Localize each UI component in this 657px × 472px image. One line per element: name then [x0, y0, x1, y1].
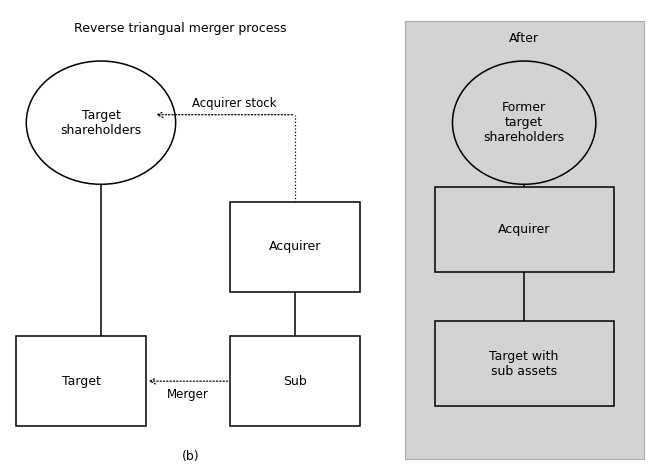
Text: Target
shareholders: Target shareholders: [60, 109, 141, 137]
Text: Acquirer: Acquirer: [269, 240, 321, 253]
Text: Acquirer stock: Acquirer stock: [192, 97, 277, 110]
Text: Acquirer: Acquirer: [498, 223, 551, 236]
Ellipse shape: [26, 61, 175, 184]
Text: Reverse triangual merger process: Reverse triangual merger process: [74, 22, 287, 35]
Text: Target: Target: [62, 375, 101, 388]
Text: Target with
sub assets: Target with sub assets: [489, 350, 559, 378]
Bar: [405, 21, 644, 459]
Ellipse shape: [453, 61, 596, 184]
Text: Merger: Merger: [167, 388, 209, 401]
Bar: [434, 321, 614, 406]
Text: (b): (b): [182, 450, 199, 463]
Bar: [231, 202, 360, 292]
Bar: [231, 337, 360, 426]
Bar: [434, 187, 614, 272]
Text: After: After: [509, 32, 539, 45]
Text: Former
target
shareholders: Former target shareholders: [484, 101, 565, 144]
Bar: [16, 337, 146, 426]
Text: Sub: Sub: [283, 375, 307, 388]
